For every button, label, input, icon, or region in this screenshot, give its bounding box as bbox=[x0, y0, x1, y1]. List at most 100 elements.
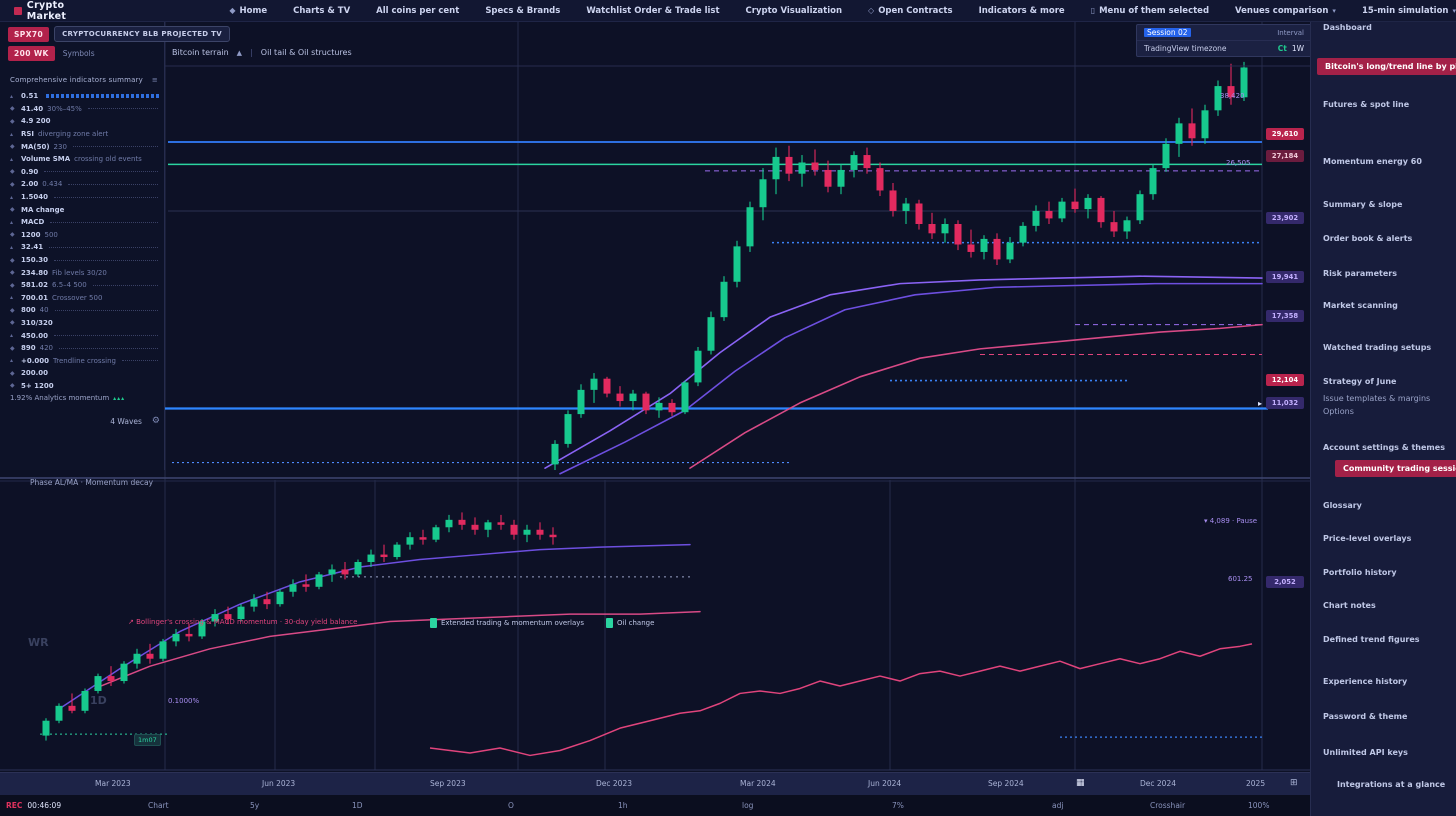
status-item-log[interactable]: log bbox=[742, 801, 754, 810]
sidebar-item-price-level-overlays[interactable]: Price-level overlays bbox=[1323, 534, 1412, 543]
chart-title[interactable]: Bitcoin terrain bbox=[172, 48, 229, 57]
sidebar-item-chart-notes[interactable]: Chart notes bbox=[1323, 601, 1376, 610]
symbol-badge-primary[interactable]: SPX70 bbox=[8, 26, 50, 42]
indicator-row[interactable]: ◆ MA(50) 230 bbox=[10, 140, 160, 153]
dropdown-row-timezone[interactable]: TradingView timezone Ct 1W bbox=[1137, 40, 1311, 56]
bullet-icon: ◆ bbox=[10, 369, 15, 377]
indicator-note: diverging zone alert bbox=[38, 130, 109, 139]
status-item-100[interactable]: 100% bbox=[1248, 801, 1270, 810]
price-scale[interactable]: 29,610 27,184 23,902 19,941 17,358 12,104 11,0… bbox=[1264, 22, 1310, 772]
nav-item-specs-brands[interactable]: Specs & Brands bbox=[485, 6, 560, 16]
indicator-row[interactable]: ▴ RSI diverging zone alert bbox=[10, 128, 160, 141]
session-selection[interactable]: Session 02 bbox=[1144, 28, 1191, 37]
indicator-row[interactable]: ◆ 5+ 1200 bbox=[10, 380, 160, 393]
indicator-row[interactable]: ◆ 4.9 200 bbox=[10, 115, 160, 128]
indicator-row[interactable]: ◆ 0.90 bbox=[10, 166, 160, 179]
indicator-row[interactable]: ◆ 2.00 0.434 bbox=[10, 178, 160, 191]
nav-item-venues-comparison[interactable]: Venues comparison ▾ bbox=[1235, 6, 1336, 16]
status-item-1h[interactable]: 1h bbox=[618, 801, 628, 810]
instrument-pill[interactable]: CRYPTOCURRENCY BLB PROJECTED TV bbox=[54, 26, 230, 42]
indicator-row[interactable]: ▴ 700.01 Crossover 500 bbox=[10, 292, 160, 305]
sidebar-item-portfolio-history[interactable]: Portfolio history bbox=[1323, 568, 1397, 577]
indicator-row[interactable]: ▴ 1.5040 bbox=[10, 191, 160, 204]
price-label-23-902: 23,902 bbox=[1266, 212, 1304, 224]
sidebar-item-risk-parameters[interactable]: Risk parameters bbox=[1323, 269, 1397, 278]
status-item-crosshair[interactable]: Crosshair bbox=[1150, 801, 1186, 810]
indicator-row[interactable]: ▴ 0.51 bbox=[10, 90, 160, 103]
sidebar-item-glossary[interactable]: Glossary bbox=[1323, 501, 1362, 510]
nav-item-watchlist-order-trade-list[interactable]: Watchlist Order & Trade list bbox=[586, 6, 719, 16]
legend-item-bollinger-s-crossi[interactable]: ↗ Bollinger's crossing & MACD momentum ·… bbox=[128, 618, 357, 626]
timeframe-label[interactable]: 4 Waves bbox=[110, 416, 142, 426]
nav-item-15-min-simulation[interactable]: 15-min simulation ▾ bbox=[1362, 6, 1456, 16]
calendar-icon[interactable]: ▦ bbox=[1076, 778, 1085, 788]
indicator-row[interactable]: ◆ 1200 500 bbox=[10, 229, 160, 242]
status-item-chart[interactable]: Chart bbox=[148, 801, 169, 810]
chevron-up-icon[interactable]: ▲ bbox=[236, 48, 243, 57]
nav-item-indicators-more[interactable]: Indicators & more bbox=[979, 6, 1065, 16]
sidebar-item-account-settings-themes[interactable]: Account settings & themes bbox=[1323, 443, 1445, 452]
sidebar-item-futures-spot-line[interactable]: Futures & spot line bbox=[1323, 100, 1410, 109]
sidebar-item-experience-history[interactable]: Experience history bbox=[1323, 677, 1408, 686]
sidebar-item-community-trading-sessions[interactable]: Community trading sessions bbox=[1335, 460, 1456, 477]
sidebar-item-defined-trend-figures[interactable]: Defined trend figures bbox=[1323, 635, 1420, 644]
sidebar-item-market-scanning[interactable]: Market scanning bbox=[1323, 301, 1398, 310]
timeframe-badge[interactable]: 200 WK bbox=[8, 46, 55, 61]
status-item-1d[interactable]: 1D bbox=[352, 801, 363, 810]
sidebar-item-bitcoin-s-long-trend-line-by-pip[interactable]: Bitcoin's long/trend line by pip bbox=[1317, 58, 1456, 75]
legend-item-oil-change[interactable]: Oil change bbox=[606, 618, 654, 628]
list-menu-icon[interactable]: ≡ bbox=[151, 76, 158, 84]
indicator-row[interactable]: ▴ 450.00 bbox=[10, 329, 160, 342]
sidebar-item-summary-slope[interactable]: Summary & slope bbox=[1323, 200, 1403, 209]
grid-icon: ◆ bbox=[229, 6, 236, 15]
indicator-row[interactable]: ◆ 800 40 bbox=[10, 304, 160, 317]
bullet-icon: ◆ bbox=[10, 319, 15, 327]
status-item-adj[interactable]: adj bbox=[1052, 801, 1064, 810]
indicator-row[interactable]: ▴ MACD bbox=[10, 216, 160, 229]
brand-logo[interactable]: Crypto Market bbox=[0, 0, 119, 22]
sidebar-item-unlimited-api-keys[interactable]: Unlimited API keys bbox=[1323, 748, 1408, 757]
sidebar-item-password-theme[interactable]: Password & theme bbox=[1323, 712, 1408, 721]
sidebar-item-watched-trading-setups[interactable]: Watched trading setups bbox=[1323, 343, 1432, 352]
nav-item-crypto-visualization[interactable]: Crypto Visualization bbox=[746, 6, 842, 16]
indicator-row[interactable]: ◆ 200.00 bbox=[10, 367, 160, 380]
status-item-5y[interactable]: 5y bbox=[250, 801, 260, 810]
indicator-row[interactable]: ◆ MA change bbox=[10, 203, 160, 216]
price-chart[interactable] bbox=[0, 22, 1310, 772]
indicator-row[interactable]: ▴ 32.41 bbox=[10, 241, 160, 254]
interval-value[interactable]: 1W bbox=[1291, 44, 1304, 53]
nav-item-home[interactable]: ◆ Home bbox=[229, 6, 267, 16]
indicator-row[interactable]: ◆ 310/320 bbox=[10, 317, 160, 330]
nav-item-all-coins-per-cent[interactable]: All coins per cent bbox=[376, 6, 459, 16]
legend-item-extended-trading-m[interactable]: Extended trading & momentum overlays bbox=[430, 618, 584, 628]
sidebar-item-dashboard[interactable]: Dashboard bbox=[1323, 23, 1372, 32]
time-axis[interactable]: ▦ ⊞ Mar 2023 Jun 2023 Sep 2023 Dec 2023 Mar … bbox=[0, 772, 1310, 795]
interval-label: Interval bbox=[1277, 28, 1304, 37]
sidebar-item-issue-templates-margins[interactable]: Issue templates & margins bbox=[1323, 394, 1431, 403]
dropdown-row-session[interactable]: Session 02 Interval bbox=[1137, 25, 1311, 40]
indicator-row[interactable]: ◆ 41.40 30%–45% bbox=[10, 103, 160, 116]
sidebar-item-options[interactable]: Options bbox=[1323, 407, 1354, 416]
nav-item-open-contracts[interactable]: ◇ Open Contracts bbox=[868, 6, 953, 16]
indicator-row[interactable]: ◆ 581.02 6.5–4 500 bbox=[10, 279, 160, 292]
gear-icon[interactable]: ⚙ bbox=[151, 416, 160, 426]
nav-item-menu-of-them-selected[interactable]: ▯ Menu of them selected bbox=[1091, 6, 1209, 16]
indicator-row[interactable]: ▴ +0.000 Trendline crossing bbox=[10, 354, 160, 367]
sidebar-item-strategy-of-june[interactable]: Strategy of June bbox=[1323, 377, 1397, 386]
layout-grid-icon[interactable]: ⊞ bbox=[1290, 778, 1298, 788]
status-item-o[interactable]: O bbox=[508, 801, 514, 810]
sidebar-item-momentum-energy-60[interactable]: Momentum energy 60 bbox=[1323, 157, 1422, 166]
chart-subtitle: Oil tail & Oil structures bbox=[260, 48, 352, 57]
indicator-row[interactable]: ◆ 890 420 bbox=[10, 342, 160, 355]
status-item-7[interactable]: 7% bbox=[892, 801, 904, 810]
sidebar-item-integrations-at-a-glance[interactable]: Integrations at a glance bbox=[1337, 780, 1446, 789]
pane-dividers bbox=[0, 65, 1310, 771]
sidebar-item-order-book-alerts[interactable]: Order book & alerts bbox=[1323, 234, 1413, 243]
indicator-row[interactable]: ◆ 234.80 Fib levels 30/20 bbox=[10, 266, 160, 279]
nav-item-charts-tv[interactable]: Charts & TV bbox=[293, 6, 350, 16]
indicator-row[interactable]: ▴ Volume SMA crossing old events bbox=[10, 153, 160, 166]
nav-item-label: Crypto Visualization bbox=[745, 5, 843, 16]
indicator-note: 420 bbox=[39, 344, 53, 353]
indicator-row[interactable]: ◆ 150.30 bbox=[10, 254, 160, 267]
search-icon[interactable]: Ct bbox=[1277, 44, 1287, 53]
